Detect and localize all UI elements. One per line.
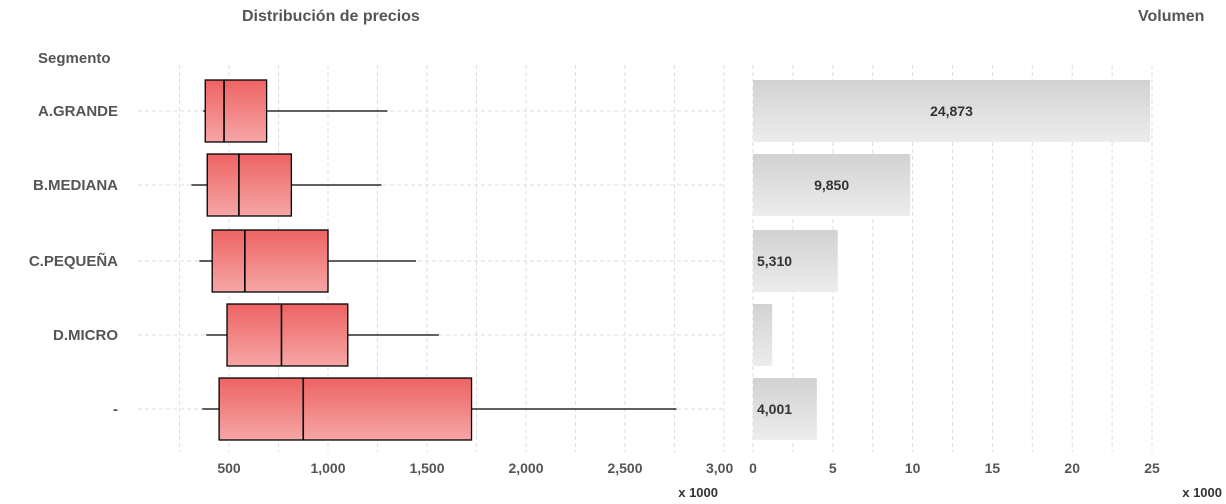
volume-bar [753,80,1150,142]
volume-chart-title: Volumen [1138,8,1205,25]
volume-bar-value-label: 9,850 [814,177,849,193]
volume-bar [753,378,817,440]
box-x-tick-label: 2,500 [607,460,642,476]
volume-bar-value-label: 5,310 [757,253,792,269]
volume-x-tick-label: 15 [985,460,1001,476]
box-x-tick-label: 2,000 [508,460,543,476]
volume-x-tick-label: 20 [1064,460,1080,476]
category-label: B.MEDIANA [33,177,118,194]
box-iqr [211,229,329,293]
volume-bar [753,154,911,216]
category-label: C.PEQUEÑA [29,252,118,270]
box-chart-title: Distribución de precios [242,8,420,25]
volume-x-tick-label: 5 [829,460,837,476]
box-iqr [204,79,268,143]
box-x-unit-label: x 1000 [678,485,718,500]
box-iqr [218,377,473,441]
box-plot-area [191,79,677,441]
box-x-tick-label: 1,500 [409,460,444,476]
volume-x-tick-label: 25 [1144,460,1160,476]
volume-bar-value-label: 4,001 [757,401,792,417]
volume-x-tick-label: 10 [905,460,921,476]
box-x-tick-label: 500 [217,460,241,476]
box-iqr [206,153,293,217]
category-label: D.MICRO [53,327,118,344]
axis-labels: A.GRANDE B.MEDIANA C.PEQUEÑA D.MICRO - 500 1,0… [29,103,1222,500]
segment-axis-header: Segmento [38,50,111,67]
volume-bar-value-label: 24,873 [930,103,973,119]
box-x-tick-label: 1,000 [310,460,345,476]
volume-x-tick-label: 0 [749,460,757,476]
category-label: A.GRANDE [38,103,118,120]
category-label: - [113,401,118,418]
volume-bar [753,304,773,366]
box-iqr [226,303,349,367]
box-x-tick-label: 3,00 [706,460,733,476]
volume-bar-area [753,80,1150,440]
volume-x-unit-label: x 1000 [1182,485,1222,500]
volume-bar [753,230,838,292]
